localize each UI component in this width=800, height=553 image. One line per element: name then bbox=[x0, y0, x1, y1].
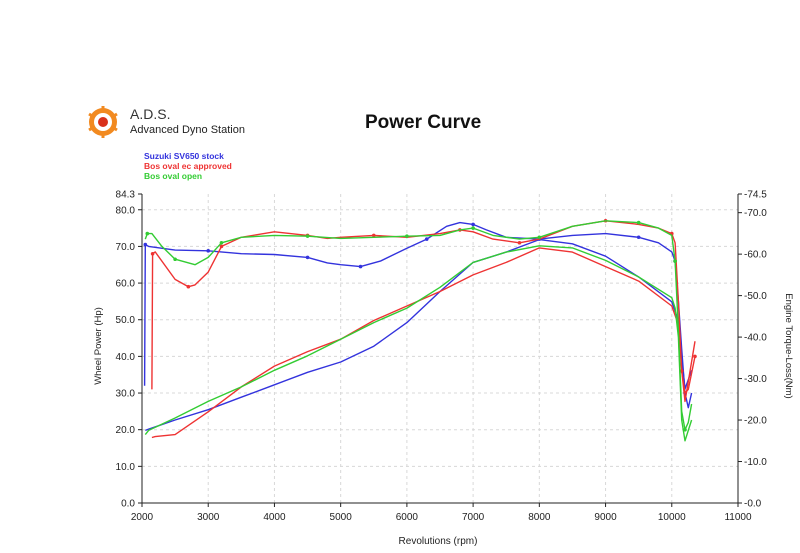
power-point-series-0 bbox=[358, 264, 363, 269]
torque-line-series-1 bbox=[151, 247, 696, 439]
y-tick-label: 70.0 bbox=[116, 242, 136, 253]
y-axis-label: Wheel Power (Hp) bbox=[93, 307, 104, 385]
power-point-series-1 bbox=[371, 233, 376, 238]
y2-tick-label: -0.0 bbox=[744, 499, 762, 510]
y2-tick-label: -70.0 bbox=[744, 208, 767, 219]
power-point-series-1 bbox=[219, 244, 224, 249]
gear-flame-icon bbox=[88, 106, 118, 138]
power-point-series-2 bbox=[537, 235, 542, 240]
y2-tick-label: -10.0 bbox=[744, 457, 767, 468]
brand-subtitle: Advanced Dyno Station bbox=[130, 124, 245, 136]
y2-tick-label: -50.0 bbox=[744, 291, 767, 302]
power-point-series-2 bbox=[471, 226, 475, 230]
x-tick-label: 4000 bbox=[263, 512, 286, 523]
y-tick-label: 40.0 bbox=[116, 352, 136, 363]
x-tick-label: 9000 bbox=[594, 512, 617, 523]
power-point-series-1 bbox=[186, 284, 191, 289]
x-axis-label: Revolutions (rpm) bbox=[399, 536, 478, 547]
legend-entry-stock: Suzuki SV650 stock bbox=[144, 151, 224, 161]
brand-name: A.D.S. bbox=[130, 106, 171, 122]
y2-tick-label: -40.0 bbox=[744, 333, 767, 344]
torque-line-series-2 bbox=[144, 245, 693, 442]
chart-title: Power Curve bbox=[365, 112, 482, 133]
x-tick-label: 7000 bbox=[462, 512, 485, 523]
power-point-series-2 bbox=[305, 234, 310, 238]
legend-entry-ec-approved: Bos oval ec approved bbox=[144, 161, 232, 171]
power-point-series-0 bbox=[636, 235, 641, 240]
y-tick-label: 20.0 bbox=[116, 425, 136, 436]
x-tick-label: 2000 bbox=[131, 512, 154, 523]
power-point-series-2 bbox=[405, 234, 409, 238]
brand-logo: A.D.S. Advanced Dyno Station bbox=[86, 104, 286, 144]
legend-entry-open: Bos oval open bbox=[144, 171, 203, 181]
x-tick-label: 3000 bbox=[197, 512, 220, 523]
power-line-series-1 bbox=[151, 220, 696, 394]
power-point-series-2 bbox=[683, 427, 687, 432]
y-tick-label: 60.0 bbox=[116, 279, 136, 290]
power-point-series-0 bbox=[143, 242, 148, 247]
x-tick-label: 10000 bbox=[658, 512, 686, 523]
legend: Suzuki SV650 stock Bos oval ec approved … bbox=[144, 151, 232, 181]
y2-tick-label: -30.0 bbox=[744, 374, 767, 385]
y-tick-label: 30.0 bbox=[116, 389, 136, 400]
power-point-series-2 bbox=[636, 220, 641, 225]
y-tick-label: 84.3 bbox=[116, 190, 136, 201]
series bbox=[143, 218, 697, 442]
y2-tick-label: -20.0 bbox=[744, 416, 767, 427]
power-point-series-1 bbox=[517, 240, 522, 245]
x-tick-label: 6000 bbox=[396, 512, 419, 523]
y-tick-label: 10.0 bbox=[116, 462, 136, 473]
power-line-series-0 bbox=[143, 221, 693, 409]
power-point-series-2 bbox=[219, 240, 224, 245]
x-tick-label: 11000 bbox=[724, 512, 752, 523]
power-point-series-2 bbox=[673, 259, 677, 263]
y-tick-label: 0.0 bbox=[121, 499, 135, 510]
power-point-series-2 bbox=[145, 231, 150, 236]
power-point-series-0 bbox=[206, 249, 211, 253]
y-tick-label: 80.0 bbox=[116, 205, 136, 216]
x-tick-label: 8000 bbox=[528, 512, 551, 523]
power-point-series-1 bbox=[693, 354, 697, 359]
axes: 2000 3000 4000 5000 6000 7000 8000 9000 10000 110… bbox=[116, 190, 768, 524]
power-point-series-0 bbox=[471, 222, 475, 227]
y2-axis-label: Engine Torque-Loss(Nm) bbox=[783, 293, 794, 398]
power-point-series-0 bbox=[424, 237, 429, 241]
power-point-series-0 bbox=[305, 255, 310, 260]
power-point-series-1 bbox=[679, 369, 684, 373]
power-point-series-2 bbox=[173, 257, 177, 262]
x-tick-label: 5000 bbox=[330, 512, 353, 523]
y2-tick-label: -74.5 bbox=[744, 190, 767, 201]
y2-tick-label: -60.0 bbox=[744, 250, 767, 261]
y-tick-label: 50.0 bbox=[116, 315, 136, 326]
power-point-series-1 bbox=[150, 251, 155, 256]
